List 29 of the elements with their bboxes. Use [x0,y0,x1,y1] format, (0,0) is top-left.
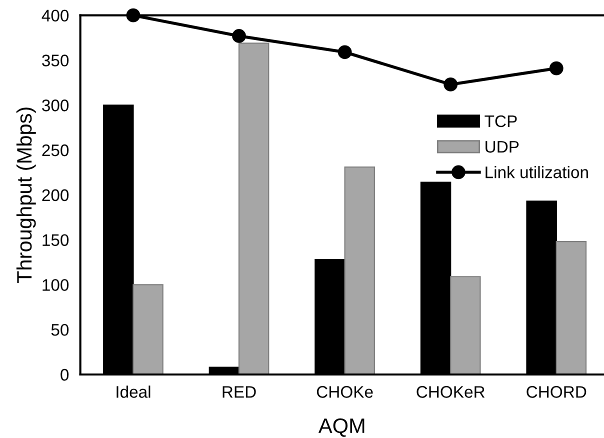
y-tick-label: 200 [42,189,69,202]
x-tick-label: CHOKeR [416,386,485,398]
x-tick-label: CHOKe [316,386,373,398]
y-tick-label: 0 [60,368,69,381]
legend-label: UDP [486,141,519,153]
point [232,29,246,43]
y-tick-label: 400 [42,10,69,22]
x-tick-label: RED [222,386,256,398]
point [338,45,352,60]
x-axis-title: AQM [318,418,364,437]
y-axis-title: Throughput (Mbps) [16,108,36,284]
y-tick-label: 300 [42,100,69,112]
point [444,78,458,92]
y-tick-label: 250 [42,144,69,156]
x-tick-label: CHORD [526,386,586,398]
legend-label: TCP [484,115,517,128]
legend-label: Link utilization [486,166,588,178]
bar [238,42,270,374]
bar [344,166,375,374]
y-tick-label: 150 [42,234,69,246]
y-tick-label: 100 [42,279,69,291]
point [126,8,140,22]
bar [132,284,164,374]
y-tick-label: 350 [42,54,69,66]
y-tick-label: 50 [51,324,69,336]
bar [556,241,587,374]
x-tick-label: Ideal [116,386,150,398]
bar [450,276,481,374]
point [549,61,564,76]
